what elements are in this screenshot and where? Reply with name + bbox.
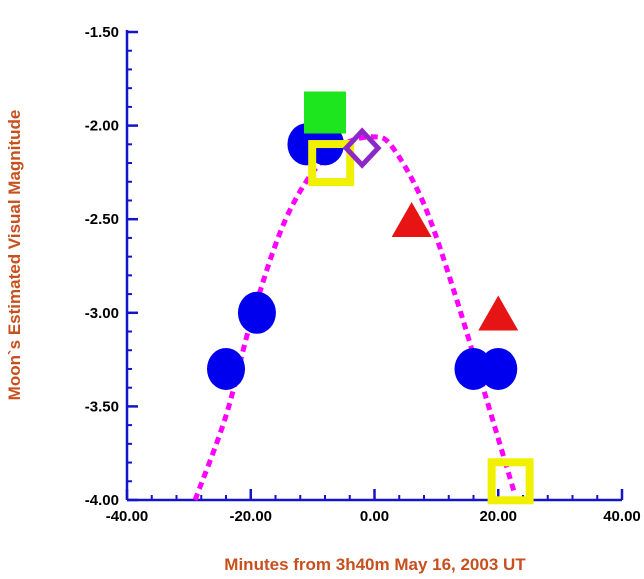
fit-curve-layer [192, 134, 517, 501]
marks-layer [207, 91, 534, 505]
data-point-hollow-diamond [342, 127, 382, 169]
data-point-filled-square [304, 91, 346, 134]
fit-curve [192, 134, 517, 501]
x-tick-label: -40.00 [106, 508, 149, 525]
y-tick-label: -3.00 [85, 305, 119, 322]
data-point-triangle [391, 201, 432, 237]
x-tick-label: 20.00 [479, 508, 517, 525]
data-point-circle [237, 291, 276, 334]
y-tick-label: -3.50 [85, 398, 119, 415]
plot-area: -1.50 -2.00 -2.50 -3.00 -3.50 -4.00-40.00 -20.… [85, 24, 641, 525]
data-point-hollow-square [487, 458, 534, 505]
data-point-circle [207, 347, 245, 390]
y-tick-label: -2.00 [85, 118, 119, 135]
x-tick-label: 40.00 [603, 508, 641, 525]
y-tick-label: -1.50 [85, 24, 119, 41]
axes: -1.50 -2.00 -2.50 -3.00 -3.50 -4.00-40.00 -20.… [85, 24, 641, 525]
x-tick-label: 0.00 [360, 508, 389, 525]
data-point-triangle [478, 295, 519, 331]
x-tick-label: -20.00 [229, 508, 272, 525]
y-tick-label: -4.00 [85, 492, 119, 509]
data-point-hollow-square [308, 140, 355, 187]
y-axis-title: Moon`s Estimated Visual Magnitude [5, 110, 24, 401]
y-tick-label: -2.50 [85, 211, 119, 228]
data-point-circle [479, 347, 518, 390]
x-axis-title: Minutes from 3h40m May 16, 2003 UT [224, 555, 526, 574]
